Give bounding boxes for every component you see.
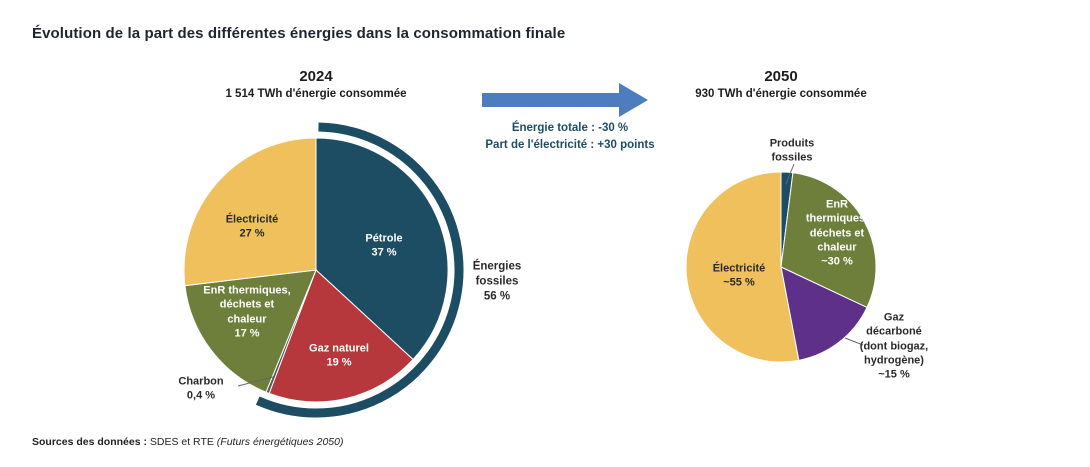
year-2050: 2050: [764, 68, 798, 85]
arrow-shape: [482, 83, 648, 117]
pie-slice-electricite: [685, 171, 800, 363]
year-2024: 2024: [299, 68, 333, 85]
transition-annotation: Énergie totale : -30 % Part de l'électri…: [430, 120, 710, 153]
header-2050: 2050 930 TWh d'énergie consommée: [616, 68, 946, 100]
annotation-energies-fossiles: Énergies fossiles 56 %: [472, 260, 522, 303]
pie-slice-gaz-naturel: [268, 269, 414, 403]
pie-slice-enr-thermiques: [184, 269, 317, 393]
slice-label-gaz-naturel: Gaz naturel 19 %: [309, 342, 369, 369]
slice-label-enr-2050: EnR thermiques, déchets et chaleur ~30 %: [805, 198, 869, 268]
transition-arrow-icon: [482, 83, 648, 117]
slice-label-electricite-2024: Électricité 27 %: [225, 213, 279, 240]
source-text: SDES et RTE: [146, 436, 217, 448]
source-edition: (Futurs énergétiques 2050): [216, 436, 344, 448]
page-title: Évolution de la part des différentes éne…: [32, 25, 566, 42]
subtitle-2024: 1 514 TWh d'énergie consommée: [225, 88, 407, 100]
fossil-share-arc: [255, 122, 464, 418]
slice-label-gaz-decarbone: Gaz décarboné (dont biogaz, hydrogène) ~…: [859, 311, 929, 381]
pie-slice-gaz-decarbone: [780, 266, 868, 361]
slice-label-charbon: Charbon 0,4 %: [178, 375, 224, 402]
pie-slice-petrole: [315, 137, 449, 361]
slice-label-produits-fossiles: Produits fossiles: [769, 137, 815, 164]
slice-label-enr-2024: EnR thermiques, déchets et chaleur 17 %: [203, 284, 291, 340]
slice-label-electricite-2050: Électricité ~55 %: [712, 262, 766, 289]
slice-label-petrole: Pétrole 37 %: [365, 232, 403, 259]
subtitle-2050: 930 TWh d'énergie consommée: [695, 88, 867, 100]
transition-line2: Part de l'électricité : +30 points: [485, 138, 655, 151]
source-label: Sources des données :: [32, 436, 147, 448]
pie-chart-2050: [685, 171, 877, 363]
transition-line1: Énergie totale : -30 %: [511, 122, 629, 134]
header-2024: 2024 1 514 TWh d'énergie consommée: [131, 68, 501, 100]
pie-slice-electricite: [183, 137, 317, 287]
pie-slice-enr-thermiques: [780, 172, 877, 309]
source-note: Sources des données : SDES et RTE (Futur…: [32, 436, 343, 448]
pie-chart-2024: [183, 122, 464, 418]
